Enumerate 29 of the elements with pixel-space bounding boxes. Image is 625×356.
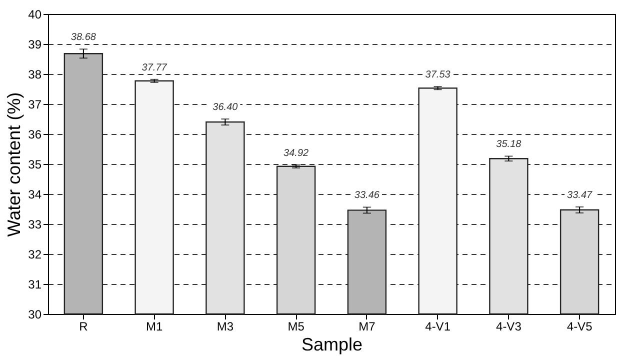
y-tick-label: 35	[28, 158, 42, 172]
y-tick-label: 34	[28, 188, 42, 202]
y-tick-label: 39	[28, 38, 42, 52]
y-tick-label: 30	[28, 308, 42, 322]
data-label: 36.40	[212, 102, 238, 113]
data-label: 33.46	[354, 190, 380, 202]
data-label: 33.47	[567, 190, 593, 201]
x-tick-label: M7	[358, 320, 376, 334]
data-label: 37.53	[425, 70, 451, 81]
y-tick-label: 40	[28, 8, 42, 22]
x-tick-label: R	[79, 320, 88, 334]
x-tick-label: M5	[288, 320, 305, 334]
x-tick-label: M1	[146, 320, 163, 334]
y-tick-label: 36	[28, 128, 42, 142]
x-tick-label: 4-V3	[496, 320, 522, 334]
x-axis-title: Sample	[301, 334, 363, 354]
data-label: 34.92	[284, 148, 310, 159]
y-tick-label: 37	[28, 98, 42, 112]
x-tick-label: 4-V1	[425, 320, 451, 334]
y-tick-label: 31	[28, 278, 42, 292]
y-tick-label: 32	[28, 248, 42, 262]
x-tick-label: 4-V5	[566, 320, 593, 334]
data-label: 35.18	[496, 139, 522, 150]
y-axis-title: Water content (%)	[4, 92, 24, 237]
data-label: 38.68	[70, 32, 96, 44]
y-tick-label: 38	[28, 68, 42, 82]
x-tick-label: M3	[216, 320, 234, 334]
y-tick-label: 33	[28, 218, 42, 232]
data-label: 37.77	[142, 62, 168, 74]
